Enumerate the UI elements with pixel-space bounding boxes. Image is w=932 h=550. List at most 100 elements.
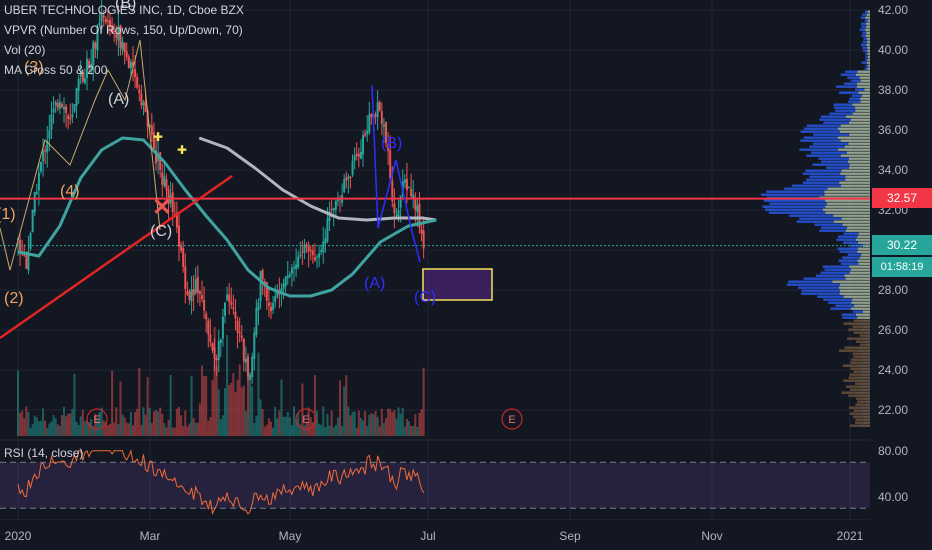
profile-row bbox=[825, 199, 870, 202]
candle bbox=[136, 76, 139, 88]
profile-row bbox=[864, 397, 870, 400]
volume-bar bbox=[50, 421, 53, 436]
cross-marker-icon: ✚ bbox=[177, 143, 187, 157]
volume-bar bbox=[228, 385, 231, 436]
candle bbox=[123, 43, 126, 53]
volume-bar bbox=[420, 409, 423, 436]
volume-bar bbox=[159, 407, 162, 436]
candle bbox=[326, 218, 329, 242]
time-tick-label: 2021 bbox=[837, 529, 864, 543]
volume-bar bbox=[209, 416, 212, 436]
profile-row bbox=[861, 412, 870, 415]
wave-label: (1) bbox=[0, 206, 16, 223]
candle bbox=[307, 246, 310, 252]
profile-row bbox=[852, 415, 864, 418]
volume-bar bbox=[385, 418, 388, 436]
wave-label: (A) bbox=[364, 275, 385, 292]
vpvr-indicator-label[interactable]: VPVR (Number Of Rows, 150, Up/Down, 70) bbox=[4, 23, 243, 37]
profile-row bbox=[852, 103, 870, 106]
profile-row bbox=[769, 202, 827, 205]
candle bbox=[280, 288, 283, 292]
candle bbox=[198, 291, 201, 294]
candle bbox=[96, 27, 99, 51]
profile-row bbox=[843, 232, 859, 235]
volume-bar bbox=[48, 423, 51, 436]
candle bbox=[362, 135, 365, 155]
volume-bar bbox=[240, 387, 243, 436]
profile-row bbox=[829, 112, 853, 115]
candle bbox=[44, 149, 47, 152]
profile-row bbox=[836, 238, 856, 241]
volume-bar bbox=[207, 420, 210, 436]
ma-cross-indicator-label[interactable]: MA Cross 50 & 200 bbox=[4, 63, 108, 77]
symbol-title[interactable]: UBER TECHNOLOGIES INC, 1D, Cboe BZX bbox=[4, 3, 244, 17]
cross-marker-icon: ✚ bbox=[153, 130, 163, 144]
profile-row bbox=[858, 364, 870, 367]
profile-row bbox=[860, 406, 870, 409]
candle bbox=[297, 256, 300, 268]
candle bbox=[54, 102, 57, 106]
volume-bar bbox=[295, 419, 298, 436]
volume-bar bbox=[293, 406, 296, 436]
volume-bar bbox=[364, 410, 367, 436]
profile-row bbox=[867, 37, 870, 40]
volume-bar bbox=[326, 414, 329, 436]
profile-row bbox=[854, 304, 870, 307]
volume-bar bbox=[267, 418, 270, 436]
candle bbox=[249, 375, 252, 380]
profile-row bbox=[865, 64, 869, 67]
profile-row bbox=[788, 280, 833, 283]
volume-bar bbox=[73, 373, 76, 436]
profile-row bbox=[843, 322, 857, 325]
volume-bar bbox=[405, 418, 408, 436]
volume-bar bbox=[94, 413, 97, 436]
profile-row bbox=[862, 244, 870, 247]
volume-bar bbox=[52, 414, 55, 436]
profile-row bbox=[824, 190, 870, 193]
volume-bar bbox=[121, 414, 124, 436]
volume-bar bbox=[81, 410, 84, 436]
candle bbox=[42, 150, 45, 162]
profile-row bbox=[865, 58, 868, 61]
rsi-indicator-label[interactable]: RSI (14, close) bbox=[4, 446, 84, 460]
candle bbox=[286, 275, 289, 279]
profile-row bbox=[842, 256, 860, 259]
candle bbox=[31, 209, 34, 233]
candle bbox=[98, 22, 101, 26]
candle bbox=[267, 302, 270, 306]
candle bbox=[374, 114, 377, 117]
profile-row bbox=[862, 46, 868, 49]
candle bbox=[328, 211, 331, 221]
profile-row bbox=[858, 241, 870, 244]
volume-bar bbox=[257, 352, 260, 436]
profile-row bbox=[861, 253, 870, 256]
profile-row bbox=[833, 106, 856, 109]
volume-bar bbox=[71, 408, 74, 436]
profile-row bbox=[765, 208, 823, 211]
profile-row bbox=[806, 124, 841, 127]
candle bbox=[117, 26, 120, 41]
volume-bar bbox=[102, 420, 105, 436]
candle bbox=[33, 192, 36, 213]
candle bbox=[65, 106, 68, 113]
candle bbox=[219, 339, 222, 344]
candle bbox=[265, 281, 268, 301]
target-box[interactable] bbox=[422, 268, 493, 301]
profile-row bbox=[864, 88, 870, 91]
volume-bar bbox=[203, 375, 206, 436]
profile-row bbox=[846, 151, 870, 154]
time-tick-label: Jul bbox=[420, 529, 435, 543]
candle bbox=[215, 358, 218, 361]
profile-row bbox=[845, 277, 870, 280]
profile-row bbox=[865, 343, 870, 346]
profile-row bbox=[786, 283, 841, 286]
candle bbox=[217, 341, 220, 360]
earnings-marker-icon bbox=[501, 408, 523, 430]
profile-row bbox=[848, 406, 861, 409]
volume-bar bbox=[194, 422, 197, 436]
volume-indicator-label[interactable]: Vol (20) bbox=[4, 43, 46, 57]
profile-row bbox=[852, 298, 870, 301]
profile-row bbox=[818, 157, 849, 160]
profile-row bbox=[857, 70, 870, 73]
